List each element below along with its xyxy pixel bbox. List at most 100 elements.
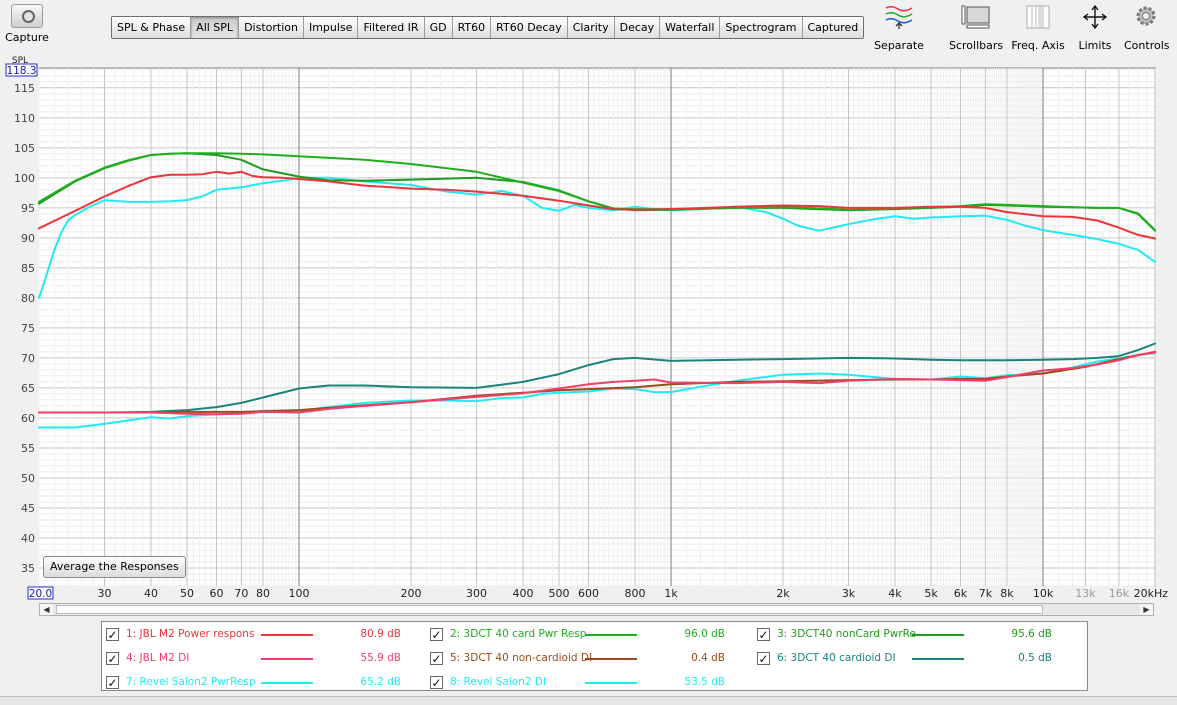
limits-label: Limits: [1078, 39, 1112, 52]
tab-captured[interactable]: Captured: [802, 17, 864, 38]
x-tick-label: 20kHz: [1134, 587, 1169, 600]
legend-item: ✓ 4: JBL M2 DI 55.9 dB: [106, 649, 406, 669]
x-tick-label: 80: [256, 587, 270, 600]
limits-icon: [1082, 4, 1108, 30]
legend-checkbox[interactable]: ✓: [757, 652, 770, 666]
x-min-readout[interactable]: 20.0: [29, 588, 52, 600]
x-tick-label: 70: [234, 587, 248, 600]
scroll-thumb[interactable]: [56, 605, 1043, 614]
legend-line-swatch: [912, 634, 964, 636]
tab-rt60[interactable]: RT60: [452, 17, 492, 38]
legend-checkbox[interactable]: ✓: [430, 628, 443, 642]
legend-name: 6: 3DCT 40 cardioid DI: [777, 652, 896, 664]
legend-panel: ✓ 1: JBL M2 Power respons 80.9 dB ✓ 2: 3DCT …: [101, 621, 1088, 691]
series-line-1: [38, 170, 1156, 240]
controls-button[interactable]: Controls: [1124, 4, 1170, 52]
y-tick-label: 35: [21, 562, 35, 575]
legend-checkbox[interactable]: ✓: [757, 628, 770, 642]
tab-spectrogram[interactable]: Spectrogram: [720, 17, 803, 38]
x-tick-label: 10k: [1033, 587, 1054, 600]
legend-value: 95.6 dB: [1011, 628, 1052, 640]
average-responses-button[interactable]: Average the Responses: [43, 556, 186, 578]
spl-chart[interactable]: 35 40 45 50 55 60 65 70 75 80 85 90 95 100 105 110 115 SP…: [0, 54, 1177, 604]
tab-waterfall[interactable]: Waterfall: [660, 17, 721, 38]
legend-value: 0.4 dB: [691, 652, 725, 664]
y-max-readout[interactable]: 118.3: [6, 65, 36, 77]
legend-checkbox[interactable]: ✓: [106, 628, 119, 642]
y-tick-label: 70: [21, 352, 35, 365]
series-line-7: [38, 176, 1156, 299]
freq-axis-icon: [1026, 5, 1050, 29]
x-tick-label: 3k: [842, 587, 856, 600]
y-axis-label: SPL: [12, 56, 28, 66]
status-bar: [0, 696, 1177, 705]
series-line-5: [38, 350, 1156, 414]
tab-clarity[interactable]: Clarity: [567, 17, 615, 38]
legend-item: ✓ 2: 3DCT 40 card Pwr Resp 96.0 dB: [430, 625, 730, 645]
x-tick-label: 400: [512, 587, 533, 600]
y-tick-label: 110: [14, 112, 35, 125]
x-tick-label: 5k: [924, 587, 938, 600]
capture-label: Capture: [5, 31, 49, 44]
legend-value: 53.5 dB: [684, 676, 725, 688]
gear-icon: [1136, 6, 1156, 26]
legend-name: 7: Revel Salon2 PwrResp: [126, 676, 256, 688]
scroll-left-icon[interactable]: ◀: [40, 604, 53, 615]
scrollbars-button[interactable]: Scrollbars: [949, 4, 1003, 52]
legend-line-swatch: [585, 634, 637, 636]
legend-checkbox[interactable]: ✓: [430, 676, 443, 690]
tab-all-spl[interactable]: All SPL: [191, 17, 240, 38]
y-tick-label: 115: [14, 82, 35, 95]
separate-icon: [885, 5, 913, 29]
y-tick-label: 55: [21, 442, 35, 455]
legend-value: 0.5 dB: [1018, 652, 1052, 664]
tab-rt60-decay[interactable]: RT60 Decay: [491, 17, 568, 38]
separate-button[interactable]: Separate: [872, 4, 926, 52]
x-tick-label: 1k: [664, 587, 678, 600]
camera-icon: [11, 4, 43, 28]
freq-axis-button[interactable]: Freq. Axis: [1010, 4, 1066, 52]
x-min-readout-box[interactable]: [27, 586, 54, 600]
limits-button[interactable]: Limits: [1075, 4, 1115, 52]
legend-checkbox[interactable]: ✓: [106, 652, 119, 666]
tab-spl-phase[interactable]: SPL & Phase: [112, 17, 192, 38]
capture-button[interactable]: Capture: [4, 4, 50, 44]
x-tick-label: 7k: [979, 587, 993, 600]
legend-item: ✓ 5: 3DCT 40 non-cardioid DI 0.4 dB: [430, 649, 730, 669]
x-tick-label: 200: [401, 587, 422, 600]
legend-checkbox[interactable]: ✓: [430, 652, 443, 666]
y-tick-label: 75: [21, 322, 35, 335]
tab-decay[interactable]: Decay: [614, 17, 661, 38]
scroll-right-icon[interactable]: ▶: [1140, 604, 1153, 615]
legend-item: ✓ 3: 3DCT40 nonCard PwrRe 95.6 dB: [757, 625, 1057, 645]
legend-item: ✓ 6: 3DCT 40 cardioid DI 0.5 dB: [757, 649, 1057, 669]
legend-value: 55.9 dB: [360, 652, 401, 664]
scrollbars-label: Scrollbars: [949, 39, 1004, 52]
legend-name: 3: 3DCT40 nonCard PwrRe: [777, 628, 916, 640]
y-max-readout-box[interactable]: [5, 63, 38, 77]
horizontal-scrollbar[interactable]: ◀ ▶: [39, 603, 1154, 616]
y-tick-label: 80: [21, 292, 35, 305]
legend-item: ✓ 1: JBL M2 Power respons 80.9 dB: [106, 625, 406, 645]
legend-checkbox[interactable]: ✓: [106, 676, 119, 690]
separate-label: Separate: [874, 39, 924, 52]
series-line-4: [38, 351, 1156, 416]
tab-filtered-ir[interactable]: Filtered IR: [358, 17, 425, 38]
tab-impulse[interactable]: Impulse: [303, 17, 359, 38]
x-tick-label: 300: [466, 587, 487, 600]
y-tick-label: 95: [21, 202, 35, 215]
legend-value: 65.2 dB: [360, 676, 401, 688]
x-tick-label: 30: [98, 587, 112, 600]
x-tick-label: 8k: [1000, 587, 1014, 600]
x-tick-label: 4k: [888, 587, 902, 600]
legend-name: 2: 3DCT 40 card Pwr Resp: [450, 628, 587, 640]
legend-value: 80.9 dB: [360, 628, 401, 640]
tab-gd[interactable]: GD: [424, 17, 453, 38]
series-line-2: [38, 152, 1156, 232]
legend-item: ✓ 8: Revel Salon2 DI 53.5 dB: [430, 673, 730, 693]
tab-distortion[interactable]: Distortion: [239, 17, 304, 38]
x-tick-label: 50: [180, 587, 194, 600]
legend-line-swatch: [261, 658, 313, 660]
legend-name: 1: JBL M2 Power respons: [126, 628, 255, 640]
legend-value: 96.0 dB: [684, 628, 725, 640]
